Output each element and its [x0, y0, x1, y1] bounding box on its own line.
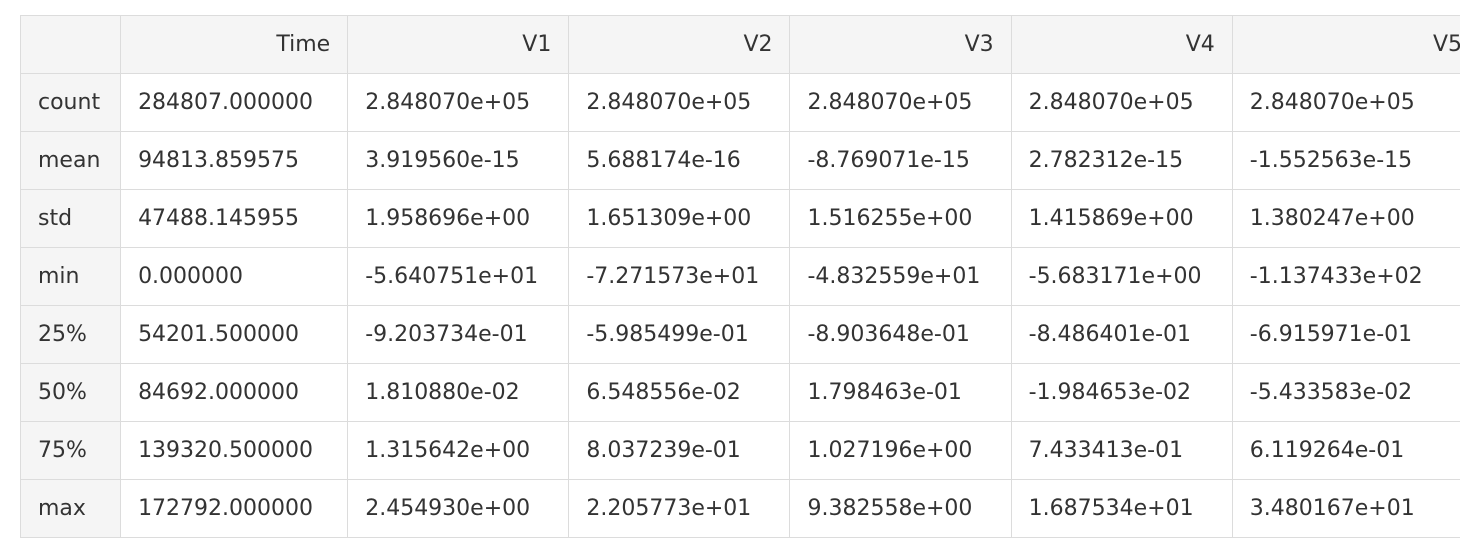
table-cell: 139320.500000 [120, 421, 349, 480]
table-row: 75% 139320.500000 1.315642e+00 8.037239e… [20, 421, 1460, 480]
table-cell: 2.848070e+05 [1010, 73, 1233, 132]
table-cell: -5.433583e-02 [1231, 363, 1460, 422]
table-cell: 84692.000000 [120, 363, 349, 422]
table-cell: 2.454930e+00 [347, 479, 570, 538]
table-row: max 172792.000000 2.454930e+00 2.205773e… [20, 479, 1460, 538]
table-cell: 1.516255e+00 [789, 189, 1012, 248]
table-row: 50% 84692.000000 1.810880e-02 6.548556e-… [20, 363, 1460, 422]
column-header: V3 [789, 15, 1012, 74]
table-cell: -9.203734e-01 [347, 305, 570, 364]
table-cell: -4.832559e+01 [789, 247, 1012, 306]
table-cell: 2.782312e-15 [1010, 131, 1233, 190]
dataframe-describe-output: Time V1 V2 V3 V4 V5 count 284807.000000 … [20, 15, 1460, 538]
table-cell: 1.687534e+01 [1010, 479, 1233, 538]
table-cell: -5.640751e+01 [347, 247, 570, 306]
table-row: std 47488.145955 1.958696e+00 1.651309e+… [20, 189, 1460, 248]
describe-table: Time V1 V2 V3 V4 V5 count 284807.000000 … [20, 15, 1460, 538]
table-cell: 3.480167e+01 [1231, 479, 1460, 538]
table-cell: 1.315642e+00 [347, 421, 570, 480]
row-label: 75% [20, 421, 122, 480]
row-label: min [20, 247, 122, 306]
row-label: 25% [20, 305, 122, 364]
table-cell: 9.382558e+00 [789, 479, 1012, 538]
table-cell: 1.380247e+00 [1231, 189, 1460, 248]
table-row: count 284807.000000 2.848070e+05 2.84807… [20, 73, 1460, 132]
table-cell: 2.848070e+05 [789, 73, 1012, 132]
table-cell: 1.798463e-01 [789, 363, 1012, 422]
table-cell: -6.915971e-01 [1231, 305, 1460, 364]
table-cell: 172792.000000 [120, 479, 349, 538]
table-cell: -8.903648e-01 [789, 305, 1012, 364]
table-cell: -7.271573e+01 [568, 247, 791, 306]
table-cell: 3.919560e-15 [347, 131, 570, 190]
table-cell: 7.433413e-01 [1010, 421, 1233, 480]
table-row: min 0.000000 -5.640751e+01 -7.271573e+01… [20, 247, 1460, 306]
table-row: 25% 54201.500000 -9.203734e-01 -5.985499… [20, 305, 1460, 364]
table-cell: 2.848070e+05 [1231, 73, 1460, 132]
table-cell: 0.000000 [120, 247, 349, 306]
column-header: V4 [1010, 15, 1233, 74]
table-cell: 1.810880e-02 [347, 363, 570, 422]
table-cell: 2.205773e+01 [568, 479, 791, 538]
table-cell: 5.688174e-16 [568, 131, 791, 190]
table-cell: -8.486401e-01 [1010, 305, 1233, 364]
table-cell: -5.683171e+00 [1010, 247, 1233, 306]
table-cell: 6.119264e-01 [1231, 421, 1460, 480]
column-header: V2 [568, 15, 791, 74]
table-cell: -8.769071e-15 [789, 131, 1012, 190]
table-cell: 47488.145955 [120, 189, 349, 248]
table-cell: -5.985499e-01 [568, 305, 791, 364]
column-header: Time [120, 15, 349, 74]
index-header [20, 15, 122, 74]
row-label: 50% [20, 363, 122, 422]
table-cell: 94813.859575 [120, 131, 349, 190]
row-label: count [20, 73, 122, 132]
table-cell: 8.037239e-01 [568, 421, 791, 480]
row-label: max [20, 479, 122, 538]
column-header: V5 [1231, 15, 1460, 74]
table-cell: 2.848070e+05 [347, 73, 570, 132]
table-cell: 54201.500000 [120, 305, 349, 364]
header-row: Time V1 V2 V3 V4 V5 [20, 15, 1460, 74]
row-label: std [20, 189, 122, 248]
table-cell: 2.848070e+05 [568, 73, 791, 132]
table-cell: 284807.000000 [120, 73, 349, 132]
table-cell: -1.552563e-15 [1231, 131, 1460, 190]
table-cell: 1.651309e+00 [568, 189, 791, 248]
table-row: mean 94813.859575 3.919560e-15 5.688174e… [20, 131, 1460, 190]
table-cell: 1.027196e+00 [789, 421, 1012, 480]
table-cell: -1.137433e+02 [1231, 247, 1460, 306]
table-cell: 6.548556e-02 [568, 363, 791, 422]
table-cell: 1.415869e+00 [1010, 189, 1233, 248]
table-cell: 1.958696e+00 [347, 189, 570, 248]
row-label: mean [20, 131, 122, 190]
column-header: V1 [347, 15, 570, 74]
table-cell: -1.984653e-02 [1010, 363, 1233, 422]
